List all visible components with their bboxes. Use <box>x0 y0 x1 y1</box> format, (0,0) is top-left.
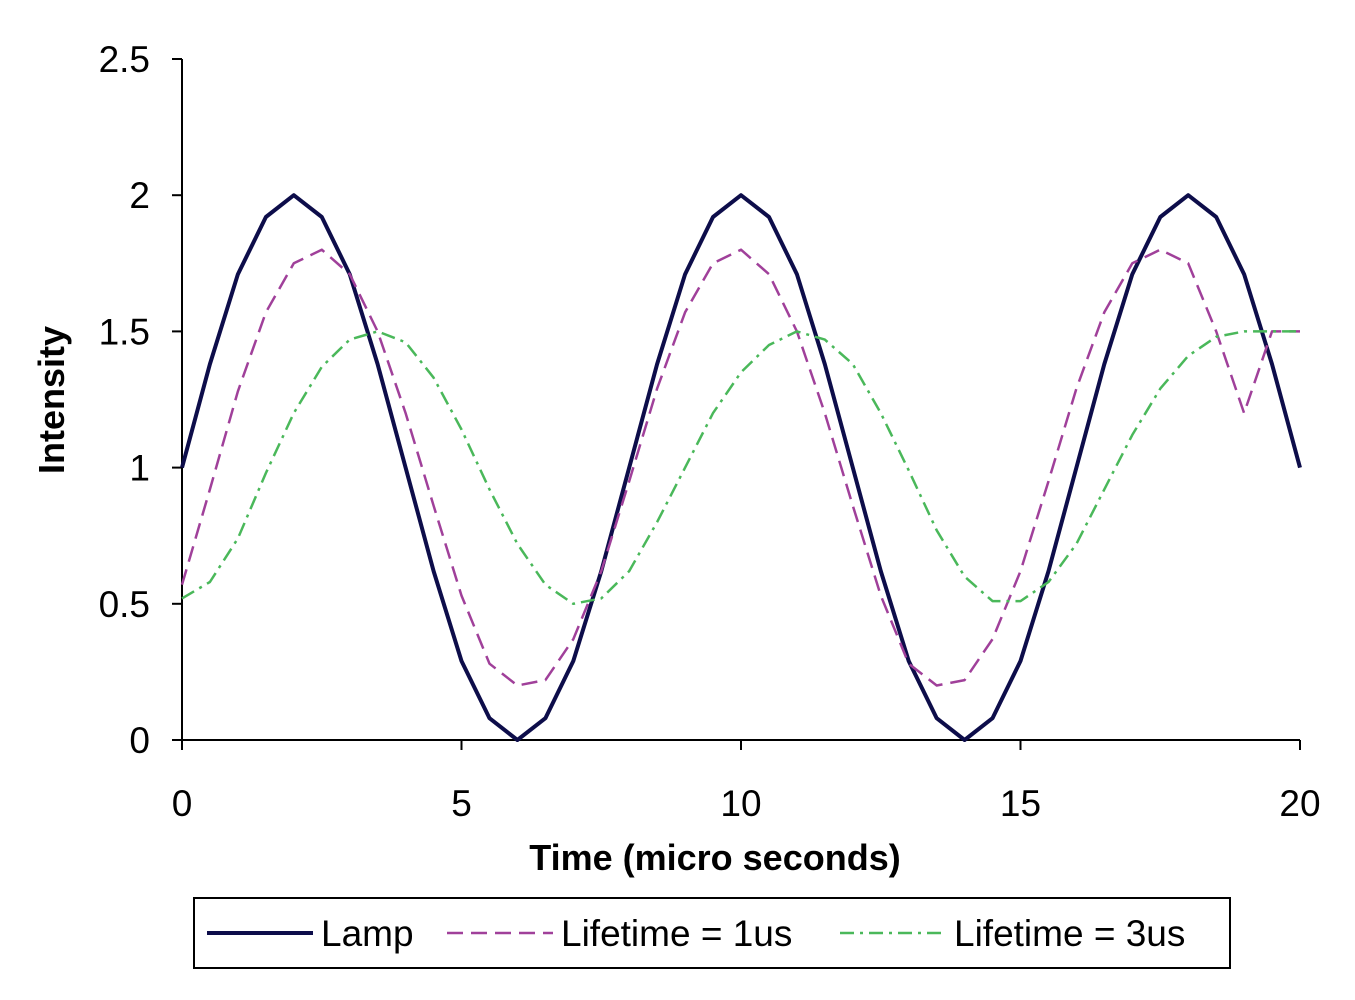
y-tick-label: 0 <box>129 720 150 761</box>
series-line-lamp <box>180 193 1302 742</box>
axes <box>172 58 1301 750</box>
legend-box <box>193 897 1231 969</box>
y-tick-label: 2 <box>129 175 150 216</box>
x-tick-label: 0 <box>172 783 193 824</box>
y-axis-title: Intensity <box>31 326 72 474</box>
series-line-lifetime-1us <box>180 248 1300 687</box>
legend-label-lifetime-3us: Lifetime = 3us <box>954 913 1185 954</box>
x-tick-labels: 0 5 10 15 20 <box>172 783 1321 824</box>
x-axis-title: Time (micro seconds) <box>529 837 900 878</box>
x-tick-label: 20 <box>1279 783 1320 824</box>
y-tick-label: 1.5 <box>99 311 150 352</box>
series-layer <box>180 193 1302 742</box>
legend-label-lifetime-1us: Lifetime = 1us <box>561 913 792 954</box>
x-tick-label: 10 <box>720 783 761 824</box>
legend-label-lamp: Lamp <box>321 913 414 954</box>
legend: Lamp Lifetime = 1us Lifetime = 3us <box>193 897 1231 969</box>
y-tick-label: 1 <box>129 448 150 489</box>
y-tick-label: 0.5 <box>99 584 150 625</box>
x-tick-label: 15 <box>1000 783 1041 824</box>
y-tick-label: 2.5 <box>99 39 150 80</box>
y-tick-labels: 0 0.5 1 1.5 2 2.5 <box>99 39 150 761</box>
x-tick-label: 5 <box>451 783 472 824</box>
series-line-lifetime-3us <box>181 330 1300 606</box>
